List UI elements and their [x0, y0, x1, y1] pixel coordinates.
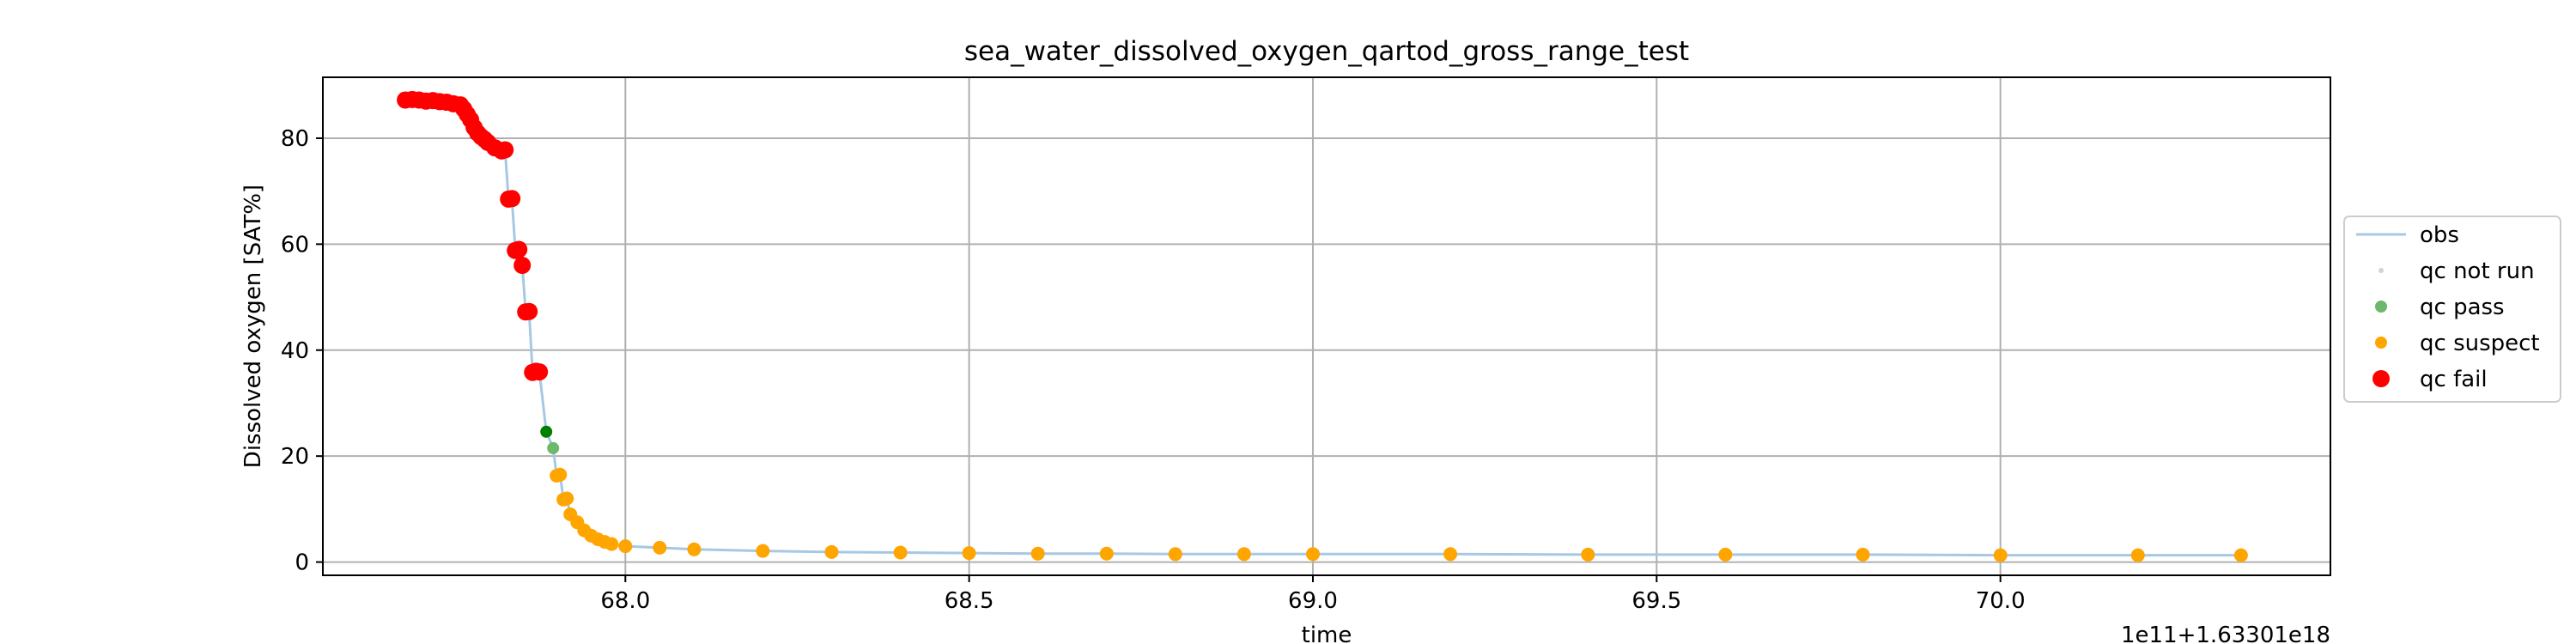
legend-obs-label: obs [2420, 222, 2459, 248]
qc-suspect-point [756, 544, 770, 558]
qc-pass-point [540, 425, 553, 438]
chart-title: sea_water_dissolved_oxygen_qartod_gross_… [964, 36, 1689, 67]
obs-line [404, 98, 2241, 557]
qc-suspect-point [2233, 548, 2248, 562]
qc-suspect-point [1236, 547, 1251, 562]
obs-line-layer [404, 98, 2241, 557]
legend-qc-pass-swatch [2375, 301, 2387, 313]
legend: obs qc not run qc pass qc suspect qc fai… [2343, 216, 2561, 403]
legend-qc-suspect-label: qc suspect [2420, 331, 2540, 356]
y-tick-label: 80 [281, 126, 309, 152]
y-tick-label: 40 [281, 338, 309, 364]
qc-suspect-point [2130, 548, 2145, 562]
data-points [397, 90, 2248, 562]
qc-suspect-point [1993, 548, 2008, 562]
y-axis-label: Dissolved oxygen [SAT%] [240, 185, 266, 468]
qc-fail-point [496, 141, 514, 159]
qc-suspect-point [824, 544, 839, 559]
qc-suspect-point [1030, 546, 1045, 561]
legend-qc-pass-label: qc pass [2420, 295, 2505, 320]
legend-qc-not-run-label: qc not run [2420, 258, 2535, 284]
qc-suspect-point [1856, 547, 1870, 562]
qc-suspect-point [1168, 547, 1182, 562]
y-tick-label: 60 [281, 232, 309, 258]
legend-qc-fail-swatch [2372, 370, 2390, 387]
legend-qc-suspect-swatch [2375, 337, 2387, 349]
qc-suspect-point [1718, 547, 1733, 562]
x-axis-label: time [1302, 623, 1352, 644]
qc-suspect-point [605, 537, 619, 551]
legend-qc-fail-label: qc fail [2420, 367, 2488, 392]
qc-suspect-point [653, 540, 667, 555]
y-axis-ticks: 0 20 40 60 80 [281, 126, 323, 576]
qc-suspect-point [618, 539, 633, 554]
x-axis-offset-label: 1e11+1.63301e18 [2121, 623, 2330, 644]
qc-fail-point [513, 257, 532, 274]
x-tick-label: 69.5 [1631, 588, 1681, 614]
qc-suspect-point [553, 467, 568, 482]
qc-suspect-point [1099, 546, 1114, 561]
qc-pass-point [547, 441, 560, 454]
y-tick-label: 20 [281, 444, 309, 470]
x-tick-label: 68.5 [945, 588, 994, 614]
qc-suspect-point [1581, 547, 1595, 562]
qc-suspect-point [687, 542, 702, 556]
qc-suspect-point [1443, 547, 1458, 562]
qc-suspect-point [893, 545, 908, 560]
qc-fail-point [510, 240, 528, 258]
legend-box [2343, 216, 2561, 403]
qc-fail-point [503, 190, 521, 208]
qc-fail-point [531, 363, 549, 381]
qc-suspect-point [560, 491, 574, 506]
x-axis-ticks: 68.0 68.5 69.0 69.5 70.0 [600, 575, 2026, 614]
plot-frame [322, 76, 2331, 576]
x-tick-label: 68.0 [600, 588, 650, 614]
x-tick-label: 69.0 [1288, 588, 1338, 614]
qc-suspect-point [1306, 547, 1320, 562]
qc-fail-point [520, 302, 538, 320]
y-tick-label: 0 [295, 550, 309, 576]
grid-lines [323, 77, 2330, 575]
x-tick-label: 70.0 [1976, 588, 2026, 614]
legend-qc-not-run-swatch [2379, 268, 2384, 273]
qc-suspect-point [962, 546, 976, 561]
